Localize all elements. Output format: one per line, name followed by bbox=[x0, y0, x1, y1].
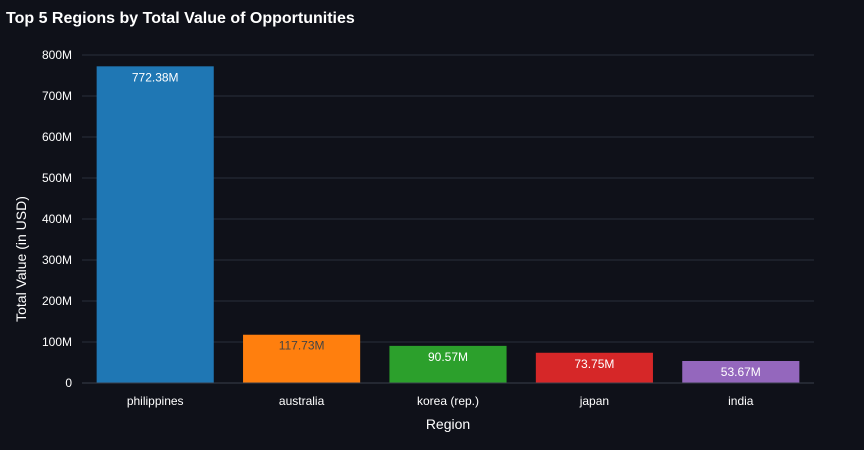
x-axis-ticks: philippines australia korea (rep.) japan ind… bbox=[127, 394, 754, 408]
x-tick-label: philippines bbox=[127, 394, 184, 408]
y-tick-label: 400M bbox=[42, 212, 72, 226]
bar-value-label: 53.67M bbox=[721, 365, 761, 379]
bar bbox=[535, 352, 653, 383]
x-tick-label: australia bbox=[279, 394, 325, 408]
bar bbox=[96, 66, 214, 383]
x-tick-label: india bbox=[728, 394, 754, 408]
y-axis-title: Total Value (in USD) bbox=[13, 196, 29, 322]
chart-title: Top 5 Regions by Total Value of Opportun… bbox=[6, 10, 355, 27]
y-tick-label: 700M bbox=[42, 89, 72, 103]
gridlines bbox=[82, 54, 814, 343]
y-tick-label: 800M bbox=[42, 48, 72, 62]
x-axis-title: Region bbox=[426, 416, 470, 432]
y-tick-label: 500M bbox=[42, 171, 72, 185]
bar bbox=[243, 334, 361, 383]
y-tick-label: 300M bbox=[42, 253, 72, 267]
bar-value-label: 73.75M bbox=[574, 357, 614, 371]
y-tick-label: 600M bbox=[42, 130, 72, 144]
y-tick-label: 100M bbox=[42, 335, 72, 349]
x-tick-label: japan bbox=[579, 394, 609, 408]
bar-value-label: 117.73M bbox=[279, 339, 325, 353]
y-axis-ticks: 0 100M 200M 300M 400M 500M 600M 700M 800M bbox=[42, 48, 72, 390]
bar-value-label: 772.38M bbox=[132, 70, 179, 84]
y-tick-label: 200M bbox=[42, 294, 72, 308]
x-tick-label: korea (rep.) bbox=[417, 394, 479, 408]
bars: 772.38M 117.73M 90.57M 73.75M 53.67M bbox=[96, 66, 800, 383]
y-tick-label: 0 bbox=[65, 376, 72, 390]
bar-value-label: 90.57M bbox=[428, 350, 468, 364]
bar bbox=[682, 360, 800, 383]
bar bbox=[389, 345, 507, 383]
